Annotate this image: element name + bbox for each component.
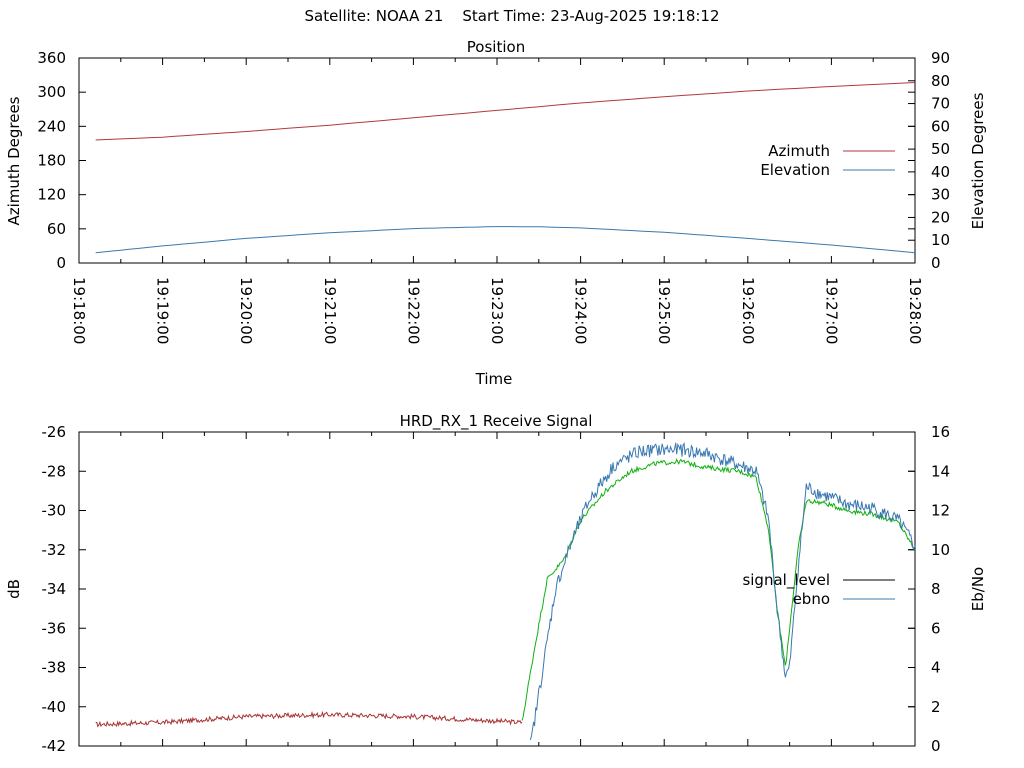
series-line-3 <box>529 442 916 741</box>
x-tick-label: 19:19:00 <box>154 277 172 344</box>
y-tick-label: -42 <box>42 737 67 755</box>
position-series <box>95 82 916 254</box>
y2-tick-label: 16 <box>931 423 950 441</box>
position-x-axis: 19:18:00 19:19:00 19:20:00 19:21:00 19:22:00… <box>70 58 924 344</box>
y-tick-label: 0 <box>56 254 66 272</box>
position-chart-title: Position <box>467 38 525 56</box>
y-tick-label: -30 <box>42 502 67 520</box>
legend-ebno-label: ebno <box>793 590 830 608</box>
x-tick-label: 19:25:00 <box>655 277 673 344</box>
legend-elevation-label: Elevation <box>760 161 830 179</box>
y-tick-label: 360 <box>37 49 66 67</box>
series-line-2 <box>95 226 916 254</box>
y2-tick-label: 50 <box>931 140 950 158</box>
receive-x-axis <box>78 432 916 746</box>
y2-tick-label: 0 <box>931 737 941 755</box>
x-tick-label: 19:18:00 <box>70 277 88 344</box>
y2-tick-label: 10 <box>931 231 950 249</box>
y-tick-label: -40 <box>42 698 67 716</box>
y2-tick-label: 20 <box>931 208 950 226</box>
receive-y-axis: -42 -40 -38 -36 -34 -32 -30 -28 -26 <box>42 423 915 755</box>
position-y-axis: 0 60 120 180 240 300 360 <box>37 49 915 272</box>
x-tick-label: 19:28:00 <box>906 277 924 344</box>
y-tick-label: -36 <box>42 619 67 637</box>
y2-tick-label: 80 <box>931 72 950 90</box>
legend-signal-level-label: signal_level <box>742 571 830 590</box>
series-line-1 <box>95 82 916 141</box>
y2-tick-label: 14 <box>931 462 950 480</box>
y-tick-label: 240 <box>37 117 66 135</box>
y2-tick-label: 8 <box>931 580 941 598</box>
series-line-1 <box>95 710 523 728</box>
y2-tick-label: 12 <box>931 502 950 520</box>
x-tick-label: 19:26:00 <box>739 277 757 344</box>
y2-tick-label: 90 <box>931 49 950 67</box>
x-tick-label: 19:21:00 <box>321 277 339 344</box>
receive-series <box>95 442 916 741</box>
x-tick-label: 19:24:00 <box>572 277 590 344</box>
y-tick-label: -38 <box>42 659 67 677</box>
position-y-axis-label: Azimuth Degrees <box>5 96 23 225</box>
x-tick-label: 19:20:00 <box>237 277 255 344</box>
y-tick-label: -26 <box>42 423 67 441</box>
y2-tick-label: 4 <box>931 659 941 677</box>
receive-signal-chart: HRD_RX_1 Receive Signal -42-40-38-36-34-… <box>5 412 987 755</box>
y-tick-label: 300 <box>37 83 66 101</box>
x-tick-label: 19:23:00 <box>488 277 506 344</box>
legend-azimuth-label: Azimuth <box>768 142 830 160</box>
position-x-axis-label: Time <box>475 370 513 388</box>
y-tick-label: -28 <box>42 462 67 480</box>
y-tick-label: 60 <box>47 220 66 238</box>
series-line-2 <box>521 458 916 721</box>
position-y2-axis: 0 10 20 30 40 50 60 70 80 90 <box>908 49 950 272</box>
receive-y2-axis-label: Eb/No <box>969 567 987 611</box>
receive-plot-frame <box>78 431 916 747</box>
receive-y-axis-label: dB <box>5 579 23 599</box>
satellite-name: Satellite: NOAA 21 <box>304 7 444 25</box>
y2-tick-label: 40 <box>931 163 950 181</box>
y2-tick-label: 30 <box>931 186 950 204</box>
page-title: Satellite: NOAA 21 Start Time: 23-Aug-20… <box>0 7 1024 25</box>
receive-chart-title: HRD_RX_1 Receive Signal <box>400 412 593 431</box>
position-legend: Azimuth Elevation <box>760 142 895 179</box>
x-tick-label: 19:22:00 <box>404 277 422 344</box>
x-tick-label: 19:27:00 <box>822 277 840 344</box>
position-y2-axis-label: Elevation Degrees <box>969 92 987 229</box>
y-tick-label: -34 <box>42 580 67 598</box>
y2-tick-label: 70 <box>931 95 950 113</box>
receive-legend: signal_level ebno <box>742 571 895 608</box>
y2-tick-label: 2 <box>931 698 941 716</box>
y-tick-label: -32 <box>42 541 67 559</box>
y2-tick-label: 10 <box>931 541 950 559</box>
y-tick-label: 120 <box>37 186 66 204</box>
y-tick-label: 180 <box>37 152 66 170</box>
receive-y2-axis: 0 2 4 6 8 10 12 14 16 <box>908 423 950 755</box>
y2-tick-label: 0 <box>931 254 941 272</box>
y2-tick-label: 60 <box>931 117 950 135</box>
y2-tick-label: 6 <box>931 619 941 637</box>
position-chart: Position 0 60 120 180 240 300 360 0 10 20 30 40 50 6… <box>5 38 987 388</box>
start-time: Start Time: 23-Aug-2025 19:18:12 <box>462 7 720 25</box>
